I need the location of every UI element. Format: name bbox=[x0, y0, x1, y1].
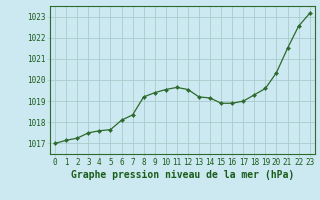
X-axis label: Graphe pression niveau de la mer (hPa): Graphe pression niveau de la mer (hPa) bbox=[71, 170, 294, 180]
